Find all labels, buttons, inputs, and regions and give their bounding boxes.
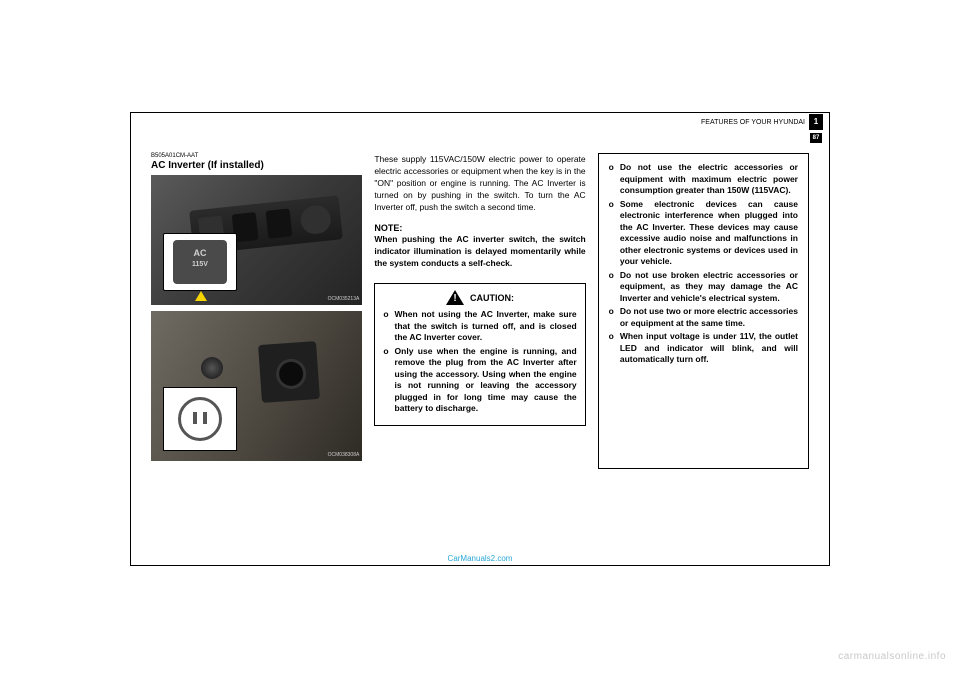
side-text-4: When input voltage is under 11V, the out… — [620, 331, 798, 366]
side-list: o Do not use the electric accessories or… — [609, 162, 798, 366]
caution-header: CAUTION: — [383, 290, 576, 305]
arrow-up-icon — [195, 291, 207, 301]
photo-outlet: OCM038308A — [151, 311, 362, 461]
topic-title: AC Inverter (If installed) — [151, 160, 362, 171]
column-middle: These supply 115VAC/150W electric power … — [374, 153, 585, 555]
photo-dash-panel: AC 115V OCM035213A — [151, 175, 362, 305]
caution-text-1: Only use when the engine is running, and… — [395, 346, 577, 415]
photo1-id: OCM035213A — [328, 296, 360, 302]
bullet-marker: o — [609, 199, 614, 268]
side-item: o Do not use two or more electric access… — [609, 306, 798, 329]
outlet-callout — [163, 387, 237, 451]
bullet-marker: o — [609, 306, 614, 329]
side-text-2: Do not use broken electric accessories o… — [620, 270, 798, 305]
column-left: B505A01CM-AAT AC Inverter (If installed)… — [151, 153, 362, 555]
caution-label: CAUTION: — [470, 293, 514, 303]
caution-box: CAUTION: o When not using the AC Inverte… — [374, 283, 585, 426]
caution-list: o When not using the AC Inverter, make s… — [383, 309, 576, 415]
ac-badge-inner: AC 115V — [173, 240, 227, 284]
caution-text-0: When not using the AC Inverter, make sur… — [395, 309, 577, 344]
bullet-marker: o — [383, 309, 388, 344]
side-text-0: Do not use the electric accessories or e… — [620, 162, 798, 197]
photo2-id: OCM038308A — [328, 452, 360, 458]
aux-knob-graphic — [201, 357, 223, 379]
chapter-tab: 1 — [809, 114, 823, 130]
note-body: When pushing the AC inverter switch, the… — [374, 233, 585, 269]
column-right: o Do not use the electric accessories or… — [598, 153, 809, 555]
outlet-icon — [178, 397, 222, 441]
side-text-1: Some electronic devices can cause electr… — [620, 199, 798, 268]
side-text-3: Do not use two or more electric accessor… — [620, 306, 798, 329]
ac-voltage: 115V — [173, 259, 227, 270]
caution-item: o Only use when the engine is running, a… — [383, 346, 576, 415]
ac-label: AC — [194, 248, 207, 258]
warning-triangle-icon — [446, 290, 464, 305]
side-item: o Do not use the electric accessories or… — [609, 162, 798, 197]
watermark-link: CarManuals2.com — [448, 554, 513, 563]
side-item: o Some electronic devices can cause elec… — [609, 199, 798, 268]
ac-badge-callout: AC 115V — [163, 233, 237, 291]
side-item: o Do not use broken electric accessories… — [609, 270, 798, 305]
footer-watermark: carmanualsonline.info — [838, 651, 946, 662]
page-number: 87 — [810, 133, 822, 143]
manual-page: FEATURES OF YOUR HYUNDAI 1 87 B505A01CM-… — [130, 112, 830, 566]
canvas: FEATURES OF YOUR HYUNDAI 1 87 B505A01CM-… — [0, 0, 960, 678]
note-heading: NOTE: — [374, 223, 585, 233]
topic-code: B505A01CM-AAT — [151, 153, 362, 159]
side-item: o When input voltage is under 11V, the o… — [609, 331, 798, 366]
bullet-marker: o — [609, 162, 614, 197]
bullet-marker: o — [609, 331, 614, 366]
body-text: These supply 115VAC/150W electric power … — [374, 153, 585, 213]
bullet-marker: o — [383, 346, 388, 415]
content-columns: B505A01CM-AAT AC Inverter (If installed)… — [151, 153, 809, 555]
bullet-marker: o — [609, 270, 614, 305]
caution-item: o When not using the AC Inverter, make s… — [383, 309, 576, 344]
header-section-title: FEATURES OF YOUR HYUNDAI — [139, 119, 829, 126]
side-box: o Do not use the electric accessories or… — [598, 153, 809, 469]
outlet-flap-graphic — [258, 341, 320, 403]
